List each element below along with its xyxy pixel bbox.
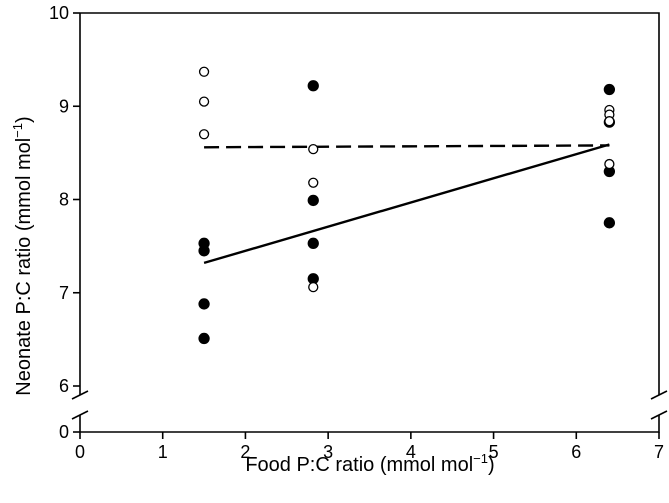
x-tick-label: 2 xyxy=(240,442,250,462)
open-data-point xyxy=(308,177,319,188)
open-data-point xyxy=(198,96,210,107)
fit-lines xyxy=(203,143,610,265)
x-tick-label: 0 xyxy=(75,442,85,462)
y-tick-label: 9 xyxy=(59,96,69,116)
filled-data-point xyxy=(307,237,319,249)
data-points xyxy=(198,66,616,345)
x-axis-title: Food P:C ratio (mmol mol−1) xyxy=(245,451,494,476)
axis-break-mark xyxy=(71,390,89,400)
filled-data-point xyxy=(307,80,319,92)
filled-data-point xyxy=(307,194,319,207)
y-tick-label: 8 xyxy=(59,190,69,210)
axis-break-mark xyxy=(650,390,668,400)
open-data-point xyxy=(308,282,319,293)
x-tick-label: 1 xyxy=(158,442,168,462)
open-data-point xyxy=(604,158,615,170)
filled-data-point xyxy=(198,245,210,257)
open-data-point xyxy=(198,66,210,77)
axis-frame xyxy=(79,12,660,433)
filled-data-point xyxy=(603,217,616,229)
x-tick-label: 7 xyxy=(654,442,664,462)
y-tick-label: 10 xyxy=(49,3,69,23)
solid-fit-line xyxy=(203,143,610,265)
y-tick-label: 7 xyxy=(59,283,69,303)
open-data-point xyxy=(604,116,615,127)
x-tick-label: 4 xyxy=(406,442,416,462)
y-tick-label: 0 xyxy=(59,422,69,442)
axes: 0 1 2 3 4 5 6 7 0 6 7 8 9 10 xyxy=(49,3,668,462)
filled-data-point xyxy=(198,298,210,310)
filled-data-point xyxy=(603,83,616,96)
x-tick-label: 5 xyxy=(489,442,499,462)
y-tick-label: 6 xyxy=(59,376,69,396)
open-data-point xyxy=(308,143,319,155)
open-data-point xyxy=(198,129,210,140)
axis-break-mark xyxy=(71,410,89,420)
x-tick-label: 6 xyxy=(571,442,581,462)
x-tick-label: 3 xyxy=(323,442,333,462)
axis-break-mark xyxy=(650,410,668,420)
filled-data-point xyxy=(198,332,210,345)
y-axis-title: Neonate P:C ratio (mmol mol−1) xyxy=(10,116,35,395)
dashed-fit-line xyxy=(204,144,610,149)
